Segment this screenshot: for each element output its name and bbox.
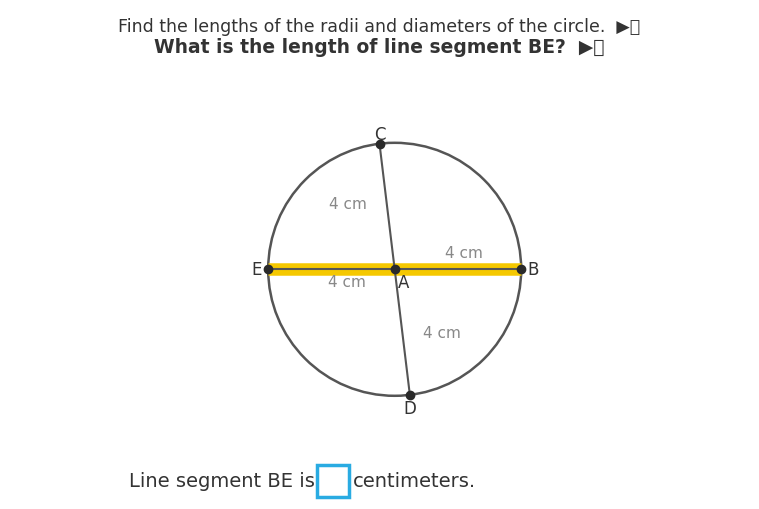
Text: E: E (251, 261, 262, 279)
Text: Find the lengths of the radii and diameters of the circle.  ▶⧗: Find the lengths of the radii and diamet… (118, 18, 641, 36)
Text: 4 cm: 4 cm (423, 325, 461, 341)
Text: C: C (373, 125, 386, 144)
Text: 4 cm: 4 cm (328, 275, 366, 290)
Text: centimeters.: centimeters. (353, 471, 476, 491)
Text: 4 cm: 4 cm (446, 246, 483, 261)
Text: What is the length of line segment BE?  ▶⧗: What is the length of line segment BE? ▶… (154, 38, 605, 57)
Text: Line segment BE is: Line segment BE is (129, 471, 315, 491)
Text: B: B (527, 261, 538, 279)
Text: D: D (404, 399, 416, 417)
Text: 4 cm: 4 cm (329, 196, 367, 212)
Text: A: A (398, 273, 409, 291)
